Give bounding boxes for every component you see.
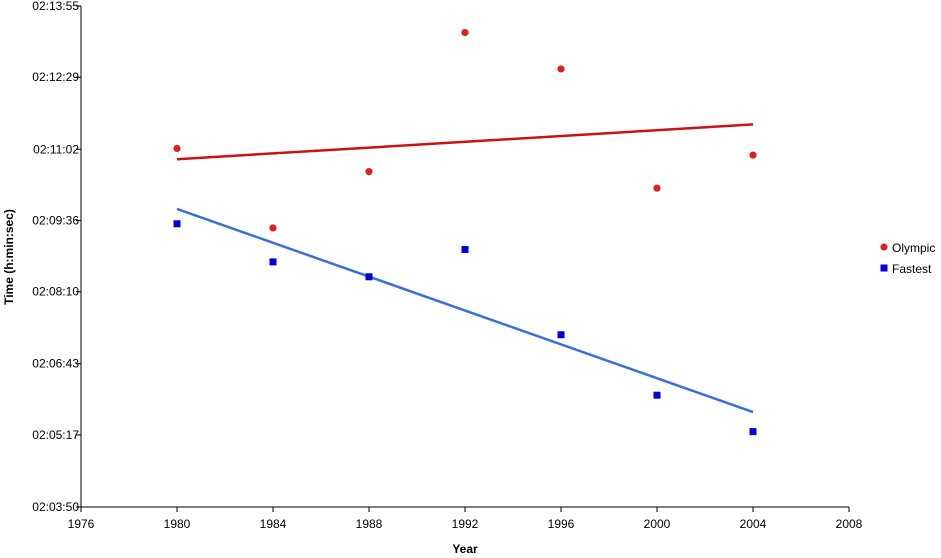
legend-olympic-label: Olympic: [892, 241, 935, 255]
fastest-point: [269, 258, 277, 266]
y-tick-label: 02:06:43: [32, 357, 79, 371]
fastest-point: [365, 273, 373, 281]
olympic-point: [461, 28, 469, 37]
x-tick-label: 1992: [452, 517, 479, 531]
x-tick-label: 1996: [548, 517, 575, 531]
x-tick-label: 2004: [740, 517, 767, 531]
y-axis-title: Time (h:min:sec): [2, 209, 16, 305]
legend-olympic-marker: [880, 243, 888, 251]
fastest-trendline: [176, 207, 754, 414]
olympic-point: [557, 65, 565, 73]
olympic-trendline: [176, 123, 754, 161]
points: [173, 28, 757, 436]
x-tick-label: 1980: [164, 517, 191, 531]
fastest-point: [461, 245, 469, 253]
legend-fastest-marker: [880, 264, 888, 272]
fastest-point: [557, 331, 565, 339]
y-tick-label: 02:05:17: [32, 428, 79, 442]
axes: [80, 6, 849, 508]
x-axis-title: Year: [452, 542, 478, 556]
y-tick-label: 02:09:36: [32, 213, 79, 227]
olympic-point: [653, 184, 661, 192]
x-tick-label: 2000: [644, 517, 671, 531]
x-tick-label: 1976: [68, 517, 95, 531]
olympic-point: [365, 168, 373, 176]
fastest-point: [173, 220, 181, 228]
olympic-point: [269, 224, 277, 232]
y-tick-label: 02:13:55: [32, 0, 79, 13]
trendlines: [176, 123, 754, 414]
legend: Olympic Fastest: [880, 241, 935, 276]
olympic-point: [173, 144, 181, 153]
ticks: 1976 1980 1984 1988 1992 1996 2000 2004 2008 02:0…: [32, 0, 862, 531]
y-tick-label: 02:08:10: [32, 285, 79, 299]
legend-fastest-label: Fastest: [892, 262, 932, 276]
x-tick-label: 1984: [260, 517, 287, 531]
y-tick-label: 02:03:50: [32, 500, 79, 514]
y-tick-label: 02:12:29: [32, 70, 79, 84]
y-tick-label: 02:11:02: [33, 142, 79, 156]
x-tick-label: 2008: [836, 517, 863, 531]
olympic-point: [749, 151, 757, 159]
fastest-point: [653, 391, 661, 399]
fastest-point: [749, 428, 757, 436]
x-tick-label: 1988: [356, 517, 383, 531]
